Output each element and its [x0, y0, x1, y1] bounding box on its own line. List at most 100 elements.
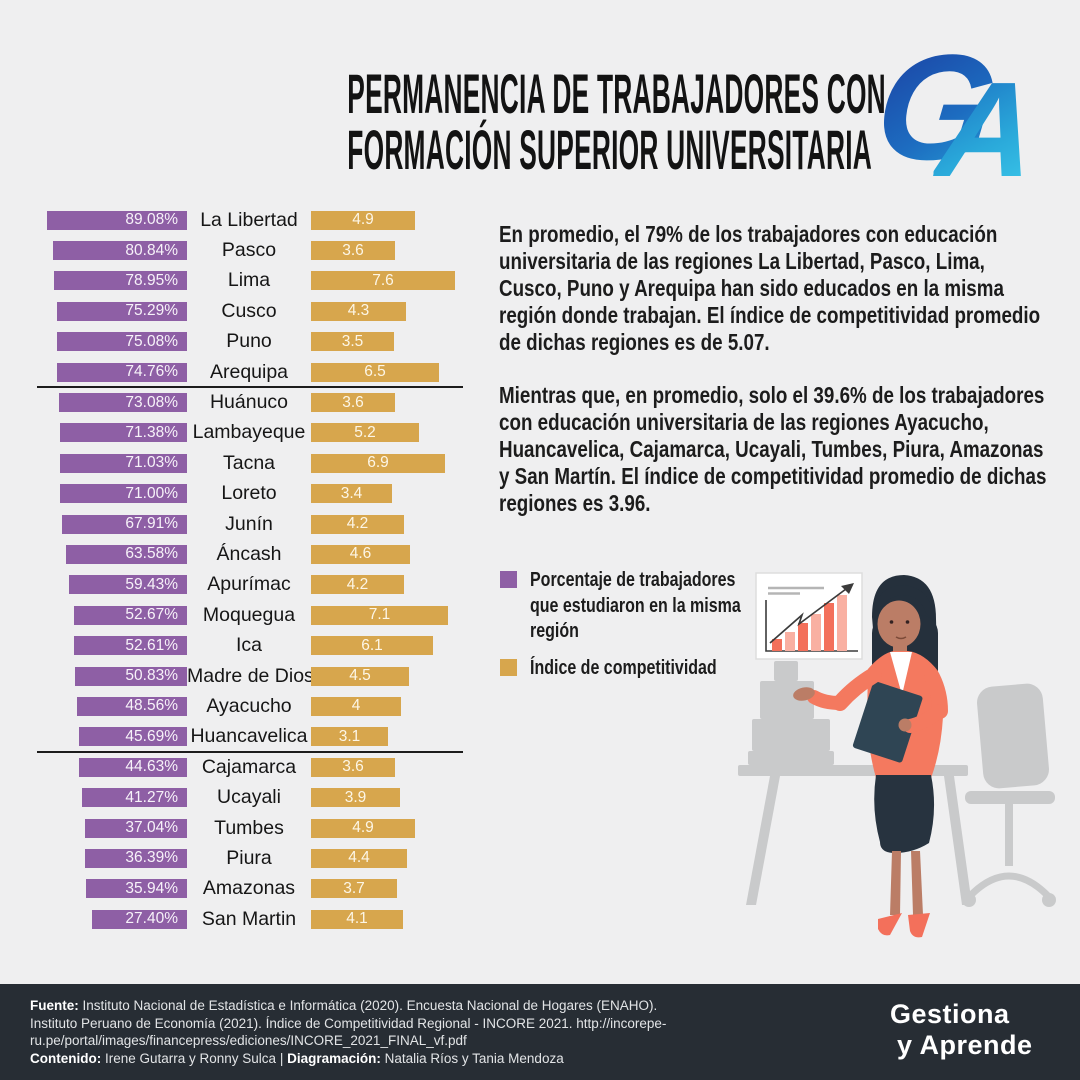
percentage-value: 52.61%	[125, 636, 178, 654]
index-value: 3.9	[344, 788, 367, 806]
region-label: Moquegua	[202, 603, 296, 626]
region-label: Loreto	[221, 482, 277, 505]
percentage-bar: 75.08%	[57, 332, 187, 352]
percentage-bar: 52.61%	[74, 636, 187, 656]
region-label: Madre de Dios	[187, 664, 314, 687]
percentage-value: 35.94%	[125, 879, 178, 897]
index-value: 7.1	[368, 606, 391, 624]
index-bar: 4.3	[311, 301, 406, 321]
region-label: Ucayali	[217, 786, 281, 809]
legend-swatch-index	[500, 658, 517, 676]
index-bar: 4.4	[311, 848, 407, 868]
index-value: 4.9	[352, 211, 374, 229]
region-label: Piura	[226, 846, 272, 869]
index-value: 4.9	[352, 819, 374, 836]
percentage-value: 78.95%	[125, 271, 178, 289]
percentage-bar: 67.91%	[62, 514, 187, 534]
insight-paragraph-2: Mientras que, en promedio, solo el 39.6%…	[499, 382, 1047, 516]
region-label: Apurímac	[207, 573, 291, 596]
percentage-value: 73.08%	[125, 393, 178, 411]
percentage-bar: 74.76%	[57, 362, 187, 382]
source-credits: Fuente: Instituto Nacional de Estadístic…	[30, 998, 667, 1066]
percentage-value: 74.76%	[125, 363, 178, 381]
percentage-bar: 37.04%	[85, 818, 187, 838]
title-line-1: PERMANENCIA DE TRABAJADORES CON	[347, 62, 886, 125]
dual-bar-chart: 89.08% La Libertad 4.9 80.84% Pasco 3.6 78.95%…	[35, 205, 465, 934]
index-bar: 6.5	[311, 362, 439, 382]
region-label: Puno	[226, 330, 272, 353]
region-label: Tumbes	[214, 816, 284, 839]
chart-row: 27.40% San Martin 4.1	[35, 904, 465, 934]
chart-row: 80.84% Pasco 3.6	[35, 235, 465, 265]
presenter-figure	[793, 575, 948, 938]
region-label: Pasco	[221, 239, 277, 262]
region-label: La Libertad	[200, 208, 298, 231]
region-label: Ayacucho	[206, 694, 292, 717]
region-label: Junín	[225, 512, 273, 535]
index-value: 4.2	[346, 575, 369, 593]
percentage-value: 63.58%	[125, 545, 178, 563]
region-label: Lambayeque	[192, 421, 306, 444]
index-bar: 3.6	[311, 757, 395, 777]
percentage-value: 67.91%	[125, 515, 178, 533]
region-label: Lima	[227, 269, 271, 292]
chart-row: 71.03% Tacna 6.9	[35, 448, 465, 478]
region-label: Huánuco	[209, 391, 289, 414]
percentage-bar: 35.94%	[86, 879, 187, 899]
region-label: Huancavelica	[190, 725, 308, 748]
brand-wordmark: Gestiona y Aprende	[890, 999, 1033, 1061]
chart-row: 71.38% Lambayeque 5.2	[35, 418, 465, 448]
index-value: 4.1	[346, 910, 368, 928]
chart-row: 52.61% Ica 6.1	[35, 630, 465, 660]
percentage-bar: 71.00%	[60, 484, 187, 504]
index-value: 5.2	[354, 423, 376, 441]
region-label: Áncash	[216, 542, 282, 565]
index-value: 3.4	[340, 484, 363, 502]
index-bar: 4.2	[311, 514, 404, 534]
percentage-value: 36.39%	[125, 849, 178, 867]
legend-item-index: Índice de competitividad	[500, 656, 840, 682]
index-bar: 3.5	[311, 332, 394, 352]
index-value: 3.6	[342, 393, 364, 411]
index-bar: 6.1	[311, 636, 433, 656]
percentage-bar: 27.40%	[92, 909, 187, 929]
percentage-bar: 44.63%	[79, 757, 187, 777]
percentage-bar: 59.43%	[69, 575, 187, 595]
percentage-bar: 71.38%	[60, 423, 187, 443]
region-label: Cajamarca	[201, 755, 297, 778]
source-label: Fuente:	[30, 998, 79, 1013]
index-value: 3.7	[343, 879, 365, 897]
chart-row: 44.63% Cajamarca 3.6	[35, 752, 465, 782]
region-label: Amazonas	[202, 877, 296, 900]
whiteboard-chart-icon	[755, 572, 863, 660]
index-value: 4	[351, 697, 361, 715]
percentage-bar: 63.58%	[66, 544, 187, 564]
legend-label-index: Índice de competitividad	[530, 656, 717, 679]
chart-row: 75.08% Puno 3.5	[35, 327, 465, 357]
chart-row: 35.94% Amazonas 3.7	[35, 874, 465, 904]
page-title: PERMANENCIA DE TRABAJADORES CON FORMACIÓ…	[130, 66, 950, 178]
percentage-bar: 52.67%	[74, 605, 187, 625]
percentage-value: 45.69%	[125, 727, 178, 745]
layout-label: Diagramación:	[287, 1050, 381, 1066]
index-bar: 4.5	[311, 666, 409, 686]
index-bar: 3.4	[311, 484, 392, 504]
percentage-value: 41.27%	[125, 788, 178, 806]
chart-row: 67.91% Junín 4.2	[35, 509, 465, 539]
index-bar: 3.7	[311, 879, 397, 899]
index-value: 4.6	[349, 545, 372, 563]
index-value: 4.3	[347, 302, 370, 320]
chart-row: 52.67% Moquegua 7.1	[35, 600, 465, 630]
percentage-value: 48.56%	[125, 697, 178, 715]
percentage-value: 59.43%	[125, 575, 178, 593]
index-bar: 4.6	[311, 544, 410, 564]
index-value: 6.5	[364, 363, 386, 381]
index-value: 6.1	[361, 636, 383, 654]
index-value: 4.2	[346, 515, 369, 533]
region-label: Ica	[235, 634, 262, 657]
index-bar: 3.1	[311, 727, 388, 747]
index-bar: 5.2	[311, 423, 419, 443]
chart-legend: Porcentaje de trabajadores que estudiaro…	[500, 568, 840, 692]
percentage-bar: 41.27%	[82, 788, 187, 808]
